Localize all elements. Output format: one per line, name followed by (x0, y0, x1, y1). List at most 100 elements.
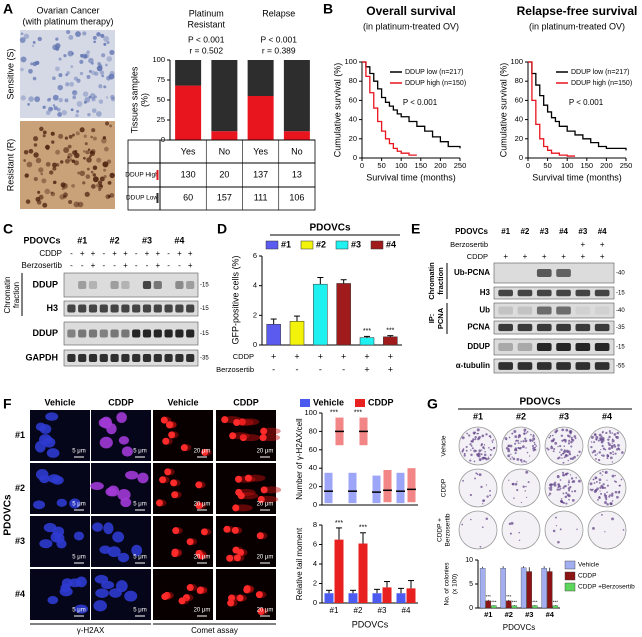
cell (27, 102, 30, 106)
sign: - (342, 364, 345, 374)
colony (473, 460, 476, 463)
comet-head (196, 586, 204, 594)
colony (481, 456, 485, 460)
colony (611, 439, 615, 443)
colony (561, 439, 564, 442)
colony (568, 452, 572, 456)
scale-label: 5 μm (133, 555, 146, 561)
cell (84, 142, 88, 146)
label: Tissues samples (129, 66, 139, 133)
colony (571, 480, 574, 483)
cell (105, 121, 109, 126)
cell (20, 95, 26, 101)
annotation: P < 0.001 (569, 98, 604, 107)
colony (480, 444, 483, 447)
colony (511, 482, 514, 486)
colony (589, 482, 593, 486)
colony (602, 470, 604, 473)
comet-head (171, 548, 179, 556)
colony (557, 540, 560, 544)
cell (25, 199, 31, 204)
cell (86, 74, 91, 79)
colony (601, 431, 604, 434)
colony (561, 452, 564, 455)
y-tick-label: 50 (157, 95, 165, 104)
colony (606, 503, 609, 506)
colony (563, 449, 566, 452)
colony (525, 461, 527, 463)
colony (532, 435, 535, 438)
colony (528, 455, 531, 457)
label: CDDP (233, 397, 259, 407)
table-header: No (219, 146, 231, 156)
significance: *** (330, 409, 338, 416)
colony (548, 436, 551, 439)
cell (68, 35, 74, 40)
colony (573, 455, 576, 459)
colony (611, 474, 615, 478)
colony (598, 478, 602, 482)
table-cell: 111 (254, 192, 268, 202)
nucleus (101, 580, 115, 590)
cell (19, 37, 26, 43)
x-tick-label: #4 (402, 606, 411, 615)
cell (33, 136, 39, 142)
cell (72, 150, 77, 155)
micrograph (216, 569, 276, 620)
cell (101, 137, 107, 144)
cell (24, 173, 29, 178)
label: γ-H2AX (77, 626, 105, 635)
sign: + (294, 351, 299, 361)
colony (465, 445, 468, 448)
band (186, 354, 195, 362)
comet-head (236, 594, 244, 602)
cell (55, 37, 59, 41)
band (110, 329, 119, 338)
cell (45, 144, 50, 150)
colony (546, 447, 549, 450)
cell (37, 36, 42, 42)
colony (469, 443, 472, 446)
cell (79, 170, 86, 177)
colony (482, 499, 485, 503)
label: PDOVCs (455, 227, 488, 236)
scale-label: 20 μm (257, 555, 274, 561)
legend-swatch (300, 240, 314, 250)
bar (324, 593, 334, 603)
x-tick-label: 250 (454, 161, 467, 170)
significance: *** (363, 328, 371, 335)
y-tick-label: 4 (253, 281, 257, 290)
cell (102, 161, 109, 168)
legend-swatch (300, 399, 310, 407)
label: #2 (15, 483, 25, 493)
comet-head (223, 525, 231, 533)
scale-label: 5 μm (72, 608, 85, 614)
cell (88, 95, 92, 99)
colony (463, 454, 466, 457)
colony (518, 531, 520, 534)
colony (552, 450, 555, 453)
colony (520, 440, 522, 443)
colony (590, 446, 593, 449)
colony (512, 457, 516, 461)
nucleus (90, 482, 104, 491)
x-tick-label: #4 (546, 610, 555, 619)
band (175, 281, 184, 289)
colony (559, 444, 562, 448)
nucleus (117, 489, 131, 501)
band (498, 306, 513, 315)
blot-label: DDUP (32, 279, 58, 289)
colony (608, 447, 611, 451)
band (164, 329, 173, 338)
colony (485, 433, 488, 436)
colony (507, 445, 510, 448)
plate (587, 510, 627, 550)
colony (514, 452, 517, 455)
colony (507, 454, 511, 458)
x-tick-label: #1 (484, 610, 492, 619)
colony (563, 453, 565, 455)
colony (508, 479, 510, 481)
colony (561, 428, 565, 432)
cell (76, 110, 80, 113)
colony (514, 447, 518, 450)
